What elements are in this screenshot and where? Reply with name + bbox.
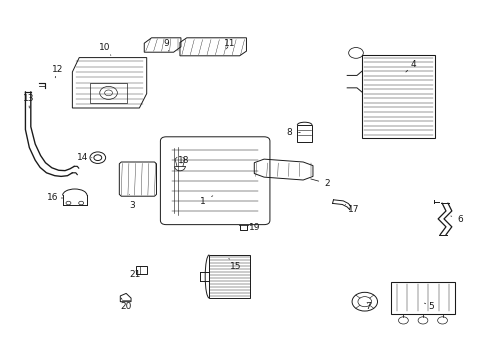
Text: 4: 4	[405, 60, 415, 72]
Text: 19: 19	[248, 223, 260, 232]
Text: 9: 9	[163, 39, 169, 51]
Text: 3: 3	[129, 194, 135, 210]
Text: 7: 7	[365, 302, 370, 311]
Text: 16: 16	[47, 194, 62, 202]
Text: 1: 1	[200, 196, 212, 206]
Text: 15: 15	[228, 258, 241, 271]
Text: 11: 11	[224, 40, 235, 49]
Bar	[136, 266, 146, 274]
Text: 21: 21	[129, 270, 141, 279]
Bar	[297, 125, 311, 142]
Text: 8: 8	[286, 128, 300, 137]
Text: 14: 14	[77, 153, 92, 162]
Text: 17: 17	[345, 204, 359, 214]
Bar	[209, 255, 250, 298]
Text: 18: 18	[178, 156, 189, 165]
Text: 10: 10	[99, 43, 111, 55]
Bar	[390, 282, 454, 314]
Text: 12: 12	[52, 65, 63, 78]
Text: 13: 13	[22, 94, 34, 108]
Text: 20: 20	[120, 298, 132, 311]
Text: 5: 5	[424, 302, 433, 311]
Bar	[361, 55, 434, 138]
Text: 6: 6	[450, 215, 463, 224]
Text: 2: 2	[310, 179, 330, 188]
